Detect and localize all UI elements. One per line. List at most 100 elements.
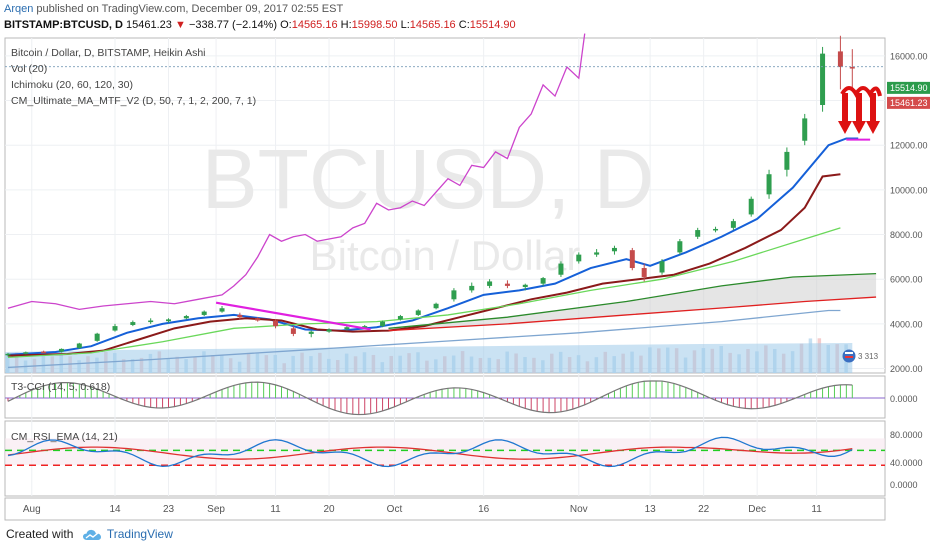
candle (629, 250, 635, 269)
flag-stripe (845, 356, 853, 358)
candle (576, 254, 582, 262)
lower-price-label: 15461.23 (890, 98, 928, 108)
candle (237, 314, 243, 318)
footer: Created with TradingView (6, 527, 173, 541)
price-tick-label: 2000.00 (890, 364, 923, 374)
legend-cm_ma: CM_Ultimate_MA_MTF_V2 (D, 50, 7, 1, 2, 2… (11, 95, 256, 107)
down-arrows-icon (838, 86, 882, 134)
last-price: 15461.23 (126, 19, 172, 31)
series-line-6 (388, 272, 877, 329)
candle (837, 51, 843, 68)
price-tick-label: 12000.00 (890, 141, 928, 151)
time-tick-label: 23 (163, 504, 175, 515)
time-tick-label: Nov (570, 504, 588, 515)
candle (784, 151, 790, 170)
candle (5, 353, 11, 356)
candle (166, 319, 172, 322)
time-tick-label: Sep (207, 504, 225, 515)
candle (713, 228, 719, 231)
cci-pane (4, 375, 886, 419)
candle (594, 252, 600, 255)
candle (540, 278, 546, 284)
candle (308, 331, 314, 334)
price-tick-label: 8000.00 (890, 230, 923, 240)
legend-ichimoku: Ichimoku (20, 60, 120, 30) (11, 79, 133, 91)
price-tick-label: 10000.00 (890, 185, 928, 195)
candle (611, 247, 617, 252)
volume-value-label: 3 313 (858, 352, 879, 361)
time-tick-label: 13 (645, 504, 657, 515)
candle (219, 308, 225, 312)
legend-vol: Vol (20) (11, 63, 47, 75)
candle (76, 343, 82, 348)
watermark-symbol: BTCUSD, D (202, 132, 655, 226)
candle (273, 320, 279, 327)
price-tick-label: 4000.00 (890, 319, 923, 329)
arrow-shaft (856, 93, 862, 121)
cci-zero-label: 0.0000 (890, 394, 918, 404)
series-line-5 (388, 296, 877, 332)
time-tick-label: 22 (698, 504, 710, 515)
series-line-0 (7, 33, 586, 311)
tradingview-brand[interactable]: TradingView (106, 527, 173, 541)
candle (433, 303, 439, 309)
arrows-curve (840, 86, 882, 98)
low-value: 14565.16 (409, 19, 456, 31)
candle (362, 326, 368, 328)
open-label: O: (280, 19, 292, 31)
price-tick-label: 6000.00 (890, 275, 923, 285)
candle (487, 281, 493, 286)
high-label: H: (340, 19, 352, 31)
close-label: C: (458, 19, 470, 31)
candle (112, 326, 118, 331)
arrow-shaft (870, 93, 876, 121)
time-tick-label: 11 (811, 504, 822, 515)
publish-info: Arqen published on TradingView.com, Dece… (4, 3, 343, 15)
candle (344, 327, 350, 330)
watermark-name: Bitcoin / Dollar (310, 232, 581, 279)
arrow-shaft (842, 93, 848, 121)
series-line-1 (7, 137, 859, 356)
event-flag-icon (842, 349, 856, 363)
rsi-ema-line (7, 446, 853, 460)
candle (290, 328, 296, 334)
price-change: −338.77 (−2.14%) (188, 19, 278, 31)
symbol-name[interactable]: BITSTAMP:BTCUSD, D (4, 19, 123, 31)
time-tick-label: 20 (323, 504, 335, 515)
candle (451, 290, 457, 300)
cci-histogram (7, 381, 853, 415)
candle (504, 283, 510, 286)
candle (695, 230, 701, 237)
arrow-head (866, 121, 880, 134)
candle (659, 261, 665, 273)
candle (641, 268, 647, 277)
rsi-lower-label: 40.0000 (890, 458, 923, 468)
candle (415, 310, 421, 315)
created-with-text: Created with (6, 527, 74, 541)
cci-label: T3-CCI (14, 5, 0.618) (11, 381, 110, 393)
change-arrow: ▼ (174, 19, 186, 31)
candle (23, 352, 29, 354)
time-tick-label: 16 (478, 504, 490, 515)
candle (766, 174, 772, 195)
rsi-line (7, 436, 853, 468)
candle (41, 351, 47, 354)
candle (802, 118, 808, 141)
price-pane (4, 37, 886, 374)
time-tick-label: Oct (387, 504, 403, 515)
candle (748, 198, 754, 215)
candle (730, 221, 736, 228)
time-tick-label: 14 (109, 504, 121, 515)
series-line-2 (7, 173, 841, 357)
arrow-head (852, 121, 866, 134)
candle (558, 263, 564, 275)
publish-text: published on TradingView.com, December 0… (36, 3, 344, 15)
cci-line (7, 380, 853, 416)
price-tick-label: 16000.00 (890, 51, 928, 61)
candle (326, 329, 332, 332)
author-link[interactable]: Arqen (4, 3, 34, 15)
high-value: 15998.50 (351, 19, 398, 31)
trendline (215, 301, 371, 331)
time-tick-label: 11 (270, 504, 281, 515)
